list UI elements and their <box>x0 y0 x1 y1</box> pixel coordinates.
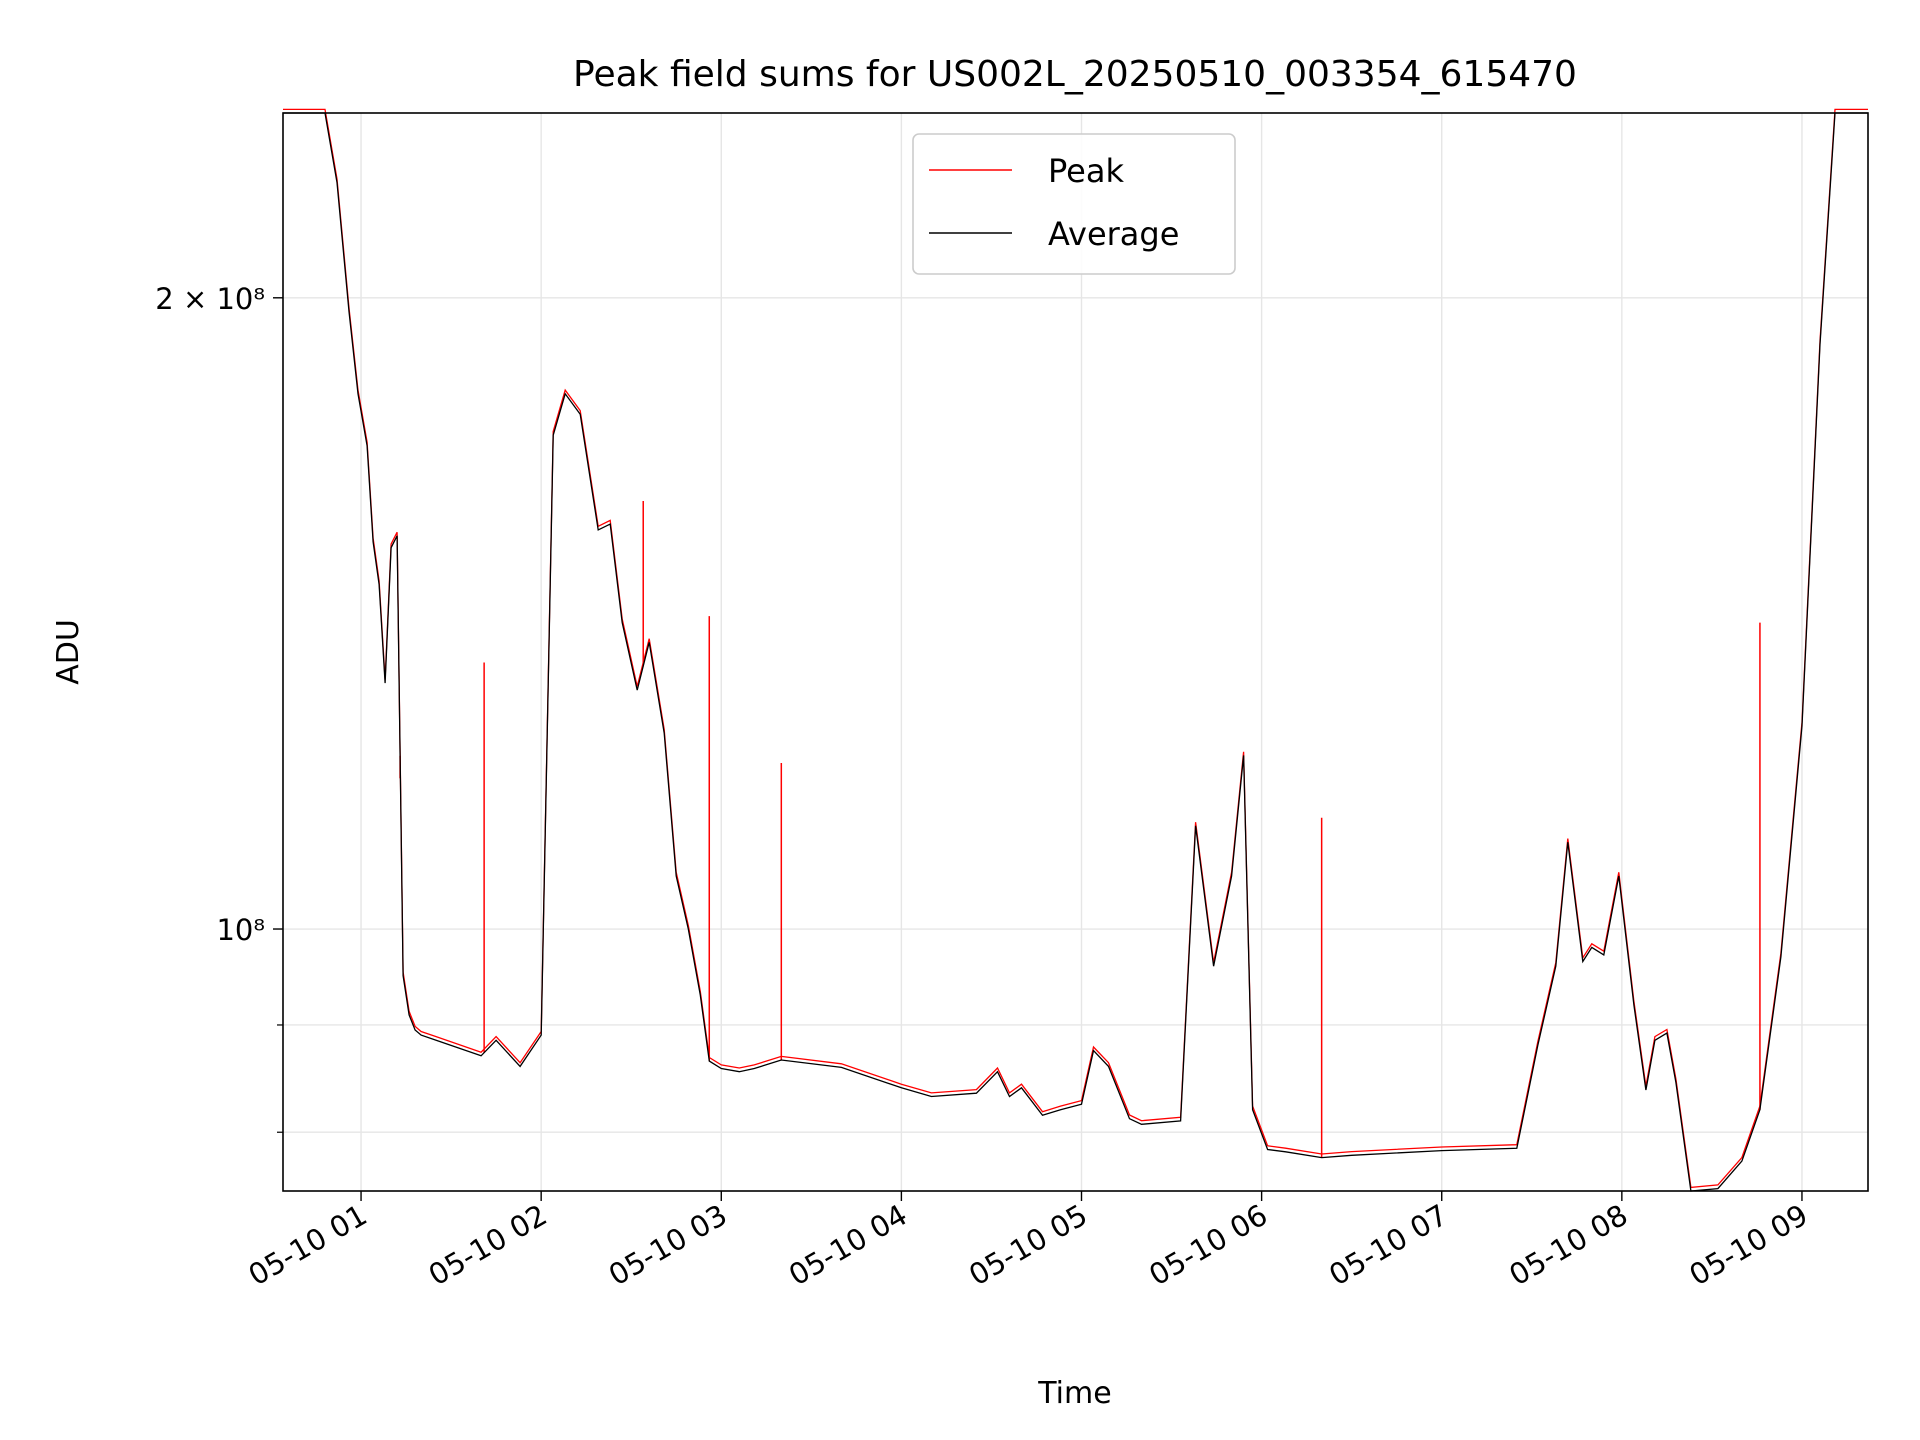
legend-label-peak: Peak <box>1048 152 1124 190</box>
legend-label-average: Average <box>1048 215 1179 253</box>
x-tick-label: 05-10 07 <box>1323 1198 1453 1293</box>
x-tick-label: 05-10 03 <box>603 1198 733 1293</box>
grid-lines <box>283 113 1868 1191</box>
x-axis-label: Time <box>1037 1376 1111 1411</box>
peak-spikes <box>399 501 1761 1158</box>
x-tick-label: 05-10 02 <box>423 1198 553 1293</box>
y-axis-label: ADU <box>51 619 86 685</box>
legend-box <box>912 133 1236 275</box>
x-tick-label: 05-10 08 <box>1503 1198 1633 1293</box>
chart-title: Peak field sums for US002L_20250510_0033… <box>573 54 1577 95</box>
x-tick-label: 05-10 04 <box>783 1198 913 1293</box>
y-axis: 2 × 10⁸ 10⁸ <box>155 282 283 1133</box>
series-line-average <box>283 112 1868 1192</box>
y-tick-label: 10⁸ <box>216 913 265 947</box>
x-tick-label: 05-10 06 <box>1143 1198 1273 1293</box>
x-tick-label: 05-10 09 <box>1684 1198 1814 1293</box>
plot-frame <box>282 112 1869 1192</box>
legend: Peak Average <box>912 133 1236 275</box>
x-tick-label: 05-10 05 <box>963 1198 1093 1293</box>
x-axis: 05-10 01 05-10 02 05-10 03 05-10 04 05-10 05… <box>243 1191 1814 1293</box>
x-tick-label: 05-10 01 <box>243 1198 373 1293</box>
y-tick-label: 2 × 10⁸ <box>155 282 265 316</box>
series-layer <box>283 108 1868 1192</box>
